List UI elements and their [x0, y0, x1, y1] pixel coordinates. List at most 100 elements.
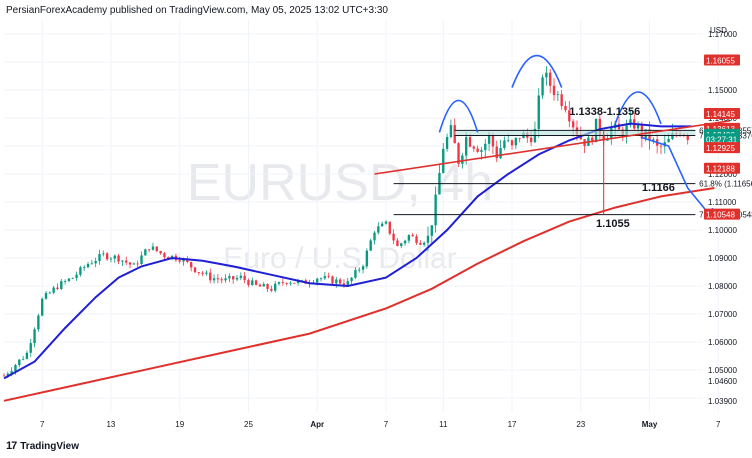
price-tick-label: 1.12000	[708, 170, 737, 179]
candle-body	[495, 146, 498, 159]
candle-body	[541, 77, 544, 96]
candle-body	[132, 263, 136, 265]
candle-body	[510, 140, 514, 146]
candle-body	[2, 375, 6, 377]
time-tick-label: 19	[175, 420, 184, 429]
candle-body	[193, 267, 197, 273]
price-label-text: 1.16055	[706, 56, 735, 65]
time-tick-label: 17	[508, 420, 517, 429]
price-label-box	[704, 142, 740, 154]
candle-body	[564, 106, 567, 111]
grid	[4, 20, 719, 412]
candle-body	[487, 134, 491, 144]
candle-body	[136, 263, 139, 265]
candle-body	[442, 148, 445, 173]
candle-body	[63, 281, 67, 282]
candle-body	[10, 371, 13, 374]
candle-body	[319, 278, 323, 280]
candle-body	[178, 260, 181, 262]
candle-body	[403, 240, 407, 244]
candle-body	[33, 329, 36, 344]
price-label-box	[704, 162, 740, 174]
candle-body	[125, 260, 128, 263]
publisher-header: PersianForexAcademy published on Trading…	[6, 5, 388, 16]
candle-body	[167, 257, 170, 259]
candle-body	[29, 343, 32, 353]
candle-body	[109, 258, 113, 260]
candle-body	[361, 266, 365, 270]
pattern-arc	[438, 99, 479, 133]
price-tick-label: 1.10000	[708, 226, 737, 235]
candle-body	[67, 278, 71, 282]
candle-body	[365, 250, 369, 267]
candle-body	[121, 260, 124, 262]
price-label-text: 1.12188	[706, 165, 735, 174]
time-axis[interactable]: 7131925Apr7111723May7131923	[40, 420, 752, 429]
candle-body	[201, 272, 204, 274]
candle-body	[652, 139, 655, 141]
candle-body	[228, 276, 231, 279]
candle-body	[411, 235, 414, 237]
candle-body	[484, 143, 487, 151]
price-tick-label: 1.03900	[708, 397, 737, 406]
price-label-text: 03:27:31	[706, 136, 738, 145]
candle-body	[56, 287, 59, 290]
candle-body	[335, 279, 338, 284]
candle-body	[346, 281, 349, 285]
candle-body	[205, 272, 208, 274]
candle-body	[277, 282, 281, 284]
time-tick-label: Apr	[310, 420, 324, 429]
candle-body	[37, 315, 40, 330]
candle-body	[147, 249, 151, 251]
candle-body	[113, 255, 116, 259]
candle-body	[159, 251, 162, 254]
candle-body	[369, 240, 372, 251]
price-label-box	[704, 208, 740, 220]
candle-body	[296, 280, 300, 284]
candle-body	[285, 283, 288, 284]
candle-body	[274, 283, 277, 291]
candle-body	[289, 282, 292, 284]
candle-body	[117, 255, 120, 262]
candle-body	[75, 274, 78, 278]
candle-body	[514, 137, 518, 146]
price-tick-label: 1.04600	[708, 377, 737, 386]
time-tick-label: 23	[576, 420, 585, 429]
price-tick-label: 1.07000	[708, 310, 737, 319]
candle-body	[529, 137, 533, 143]
candle-body	[155, 246, 158, 252]
candle-body	[243, 275, 246, 281]
candle-body	[491, 134, 495, 147]
candle-body	[41, 298, 44, 316]
pattern-arc	[511, 55, 563, 88]
candle-body	[396, 240, 399, 246]
zone-band	[454, 130, 696, 136]
candle-body	[235, 277, 239, 280]
candle-body	[197, 272, 200, 273]
price-tick-label: 1.06000	[708, 338, 737, 347]
candle-body	[90, 263, 94, 265]
candle-body	[254, 280, 258, 285]
candle-body	[636, 124, 640, 129]
candle-body	[556, 94, 560, 96]
price-label-text: 1.10548	[706, 211, 735, 220]
time-tick-label: May	[642, 420, 658, 429]
price-label-box	[704, 54, 740, 66]
candle-body	[430, 225, 433, 236]
moving-average-red	[3, 187, 715, 402]
candle-body	[262, 284, 265, 287]
candle-body	[216, 278, 220, 280]
tradingview-logo[interactable]: 17 TradingView	[6, 440, 79, 452]
candle-body	[102, 253, 105, 255]
candle-body	[373, 232, 376, 241]
price-tick-label: 1.05000	[708, 366, 737, 375]
time-tick-label: 7	[40, 420, 45, 429]
candle-body	[518, 137, 521, 139]
candle-body	[86, 263, 90, 268]
price-axis[interactable]: 1.170001.160001.150001.140001.130001.120…	[704, 26, 740, 406]
candle-body	[434, 194, 437, 226]
candle-body	[461, 155, 464, 164]
candle-body	[552, 85, 556, 96]
target-label-1: 1.1166	[642, 182, 675, 194]
